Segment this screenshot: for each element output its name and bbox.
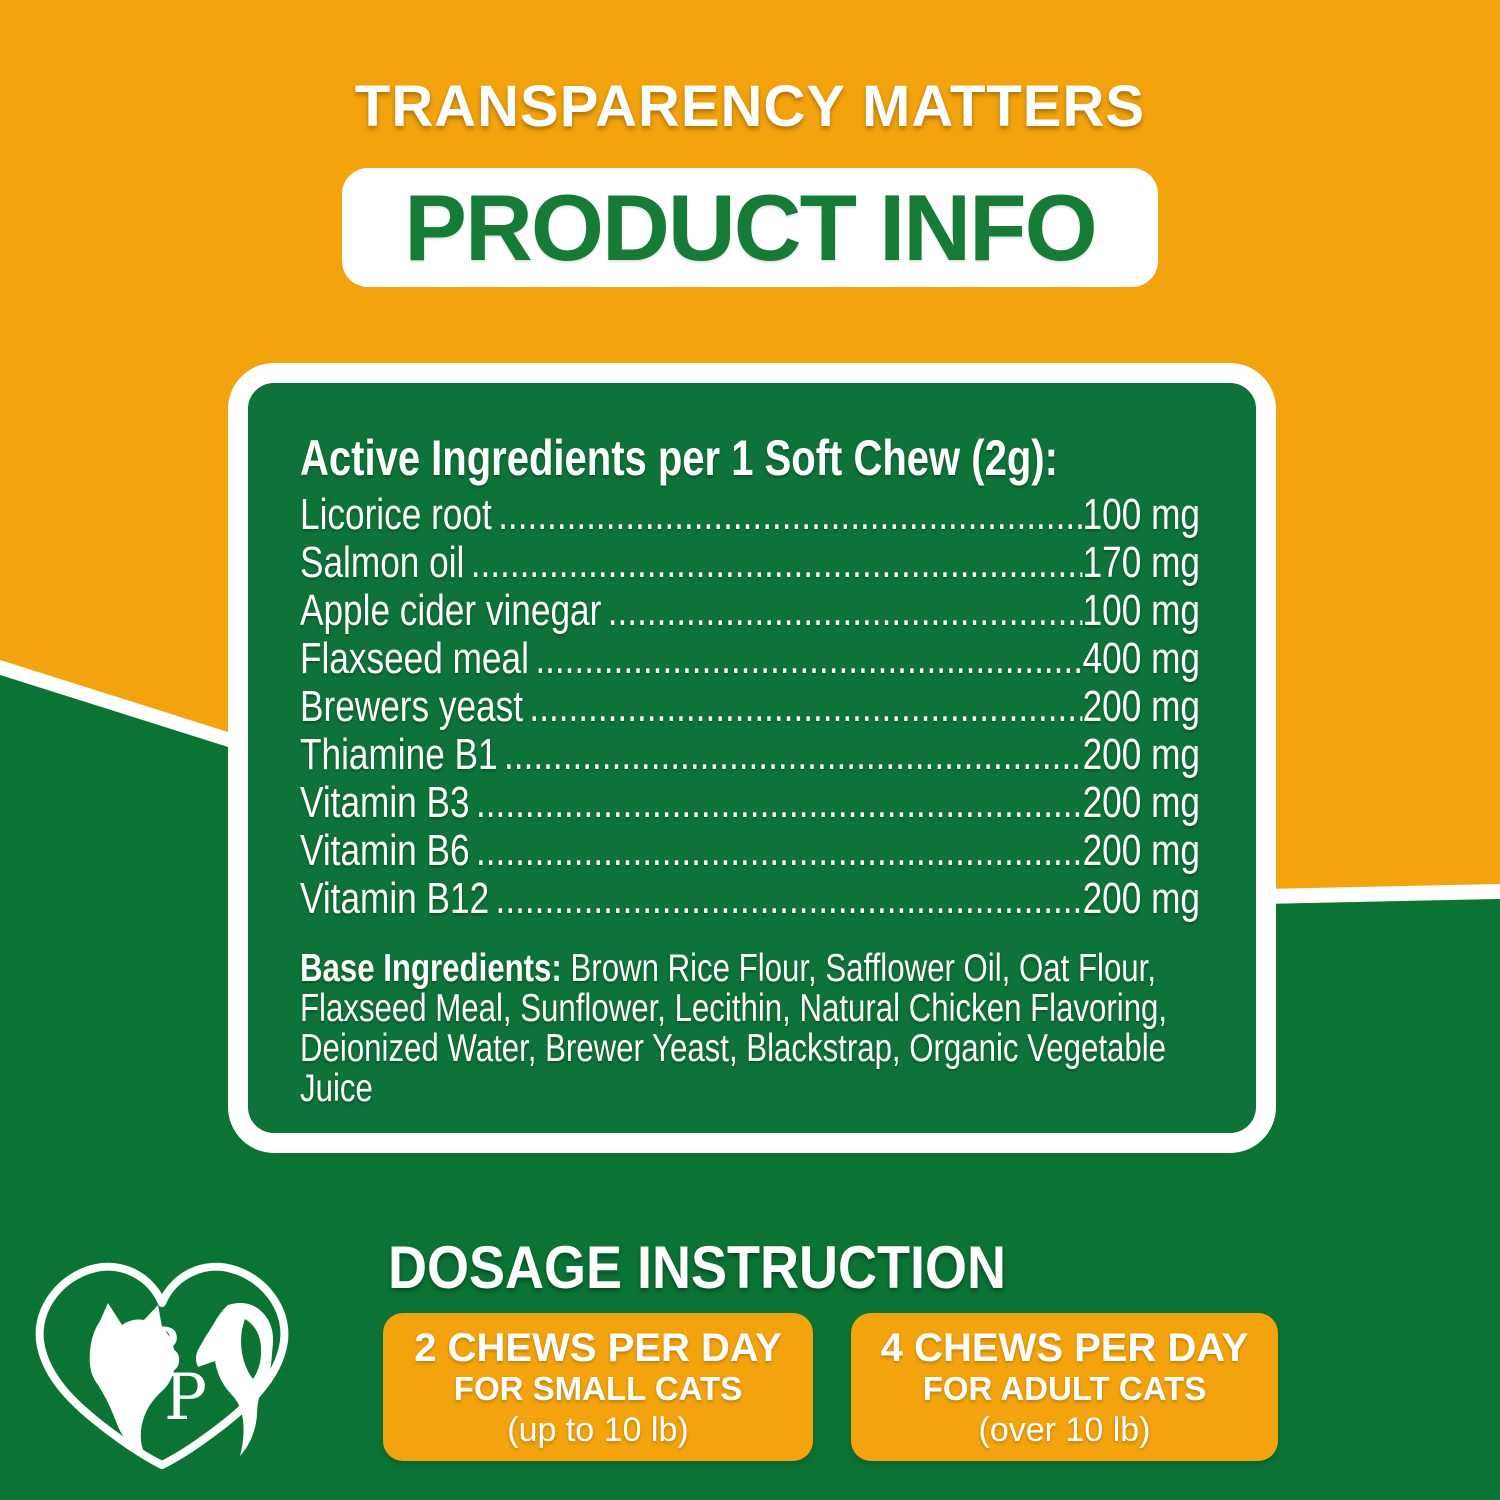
ingredient-amount: 200 mg — [1082, 682, 1200, 731]
dotted-leader — [471, 539, 1083, 587]
dosage-amount: 4 CHEWS PER DAY — [880, 1325, 1249, 1370]
ingredient-amount: 200 mg — [1082, 874, 1200, 923]
dotted-leader — [529, 683, 1082, 731]
monogram-letter-b: B — [136, 1315, 183, 1389]
brand-heart-logo: B P — [35, 1262, 289, 1469]
ingredient-name: Vitamin B3 — [300, 778, 470, 827]
ingredient-amount: 400 mg — [1082, 634, 1200, 683]
dotted-leader — [498, 491, 1082, 539]
monogram-letter-p: P — [164, 1361, 207, 1435]
dotted-leader — [496, 875, 1083, 923]
cat-silhouette-icon — [89, 1303, 176, 1455]
ingredient-row: Brewers yeast 200 mg — [300, 683, 1200, 731]
ingredient-amount: 100 mg — [1082, 586, 1200, 635]
ingredient-row: Flaxseed meal 400 mg — [300, 635, 1200, 683]
ingredient-amount: 200 mg — [1082, 826, 1200, 875]
heart-outline-icon — [35, 1262, 289, 1469]
ingredient-name: Salmon oil — [300, 538, 465, 587]
active-ingredients-panel: Active Ingredients per 1 Soft Chew (2g):… — [228, 363, 1276, 1153]
active-ingredients-heading: Active Ingredients per 1 Soft Chew (2g): — [300, 430, 1058, 486]
ingredient-amount: 200 mg — [1082, 778, 1200, 827]
ingredient-row: Vitamin B3 200 mg — [300, 779, 1200, 827]
ingredient-name: Vitamin B12 — [300, 874, 490, 923]
ingredient-name: Flaxseed meal — [300, 634, 529, 683]
ingredient-amount: 100 mg — [1082, 490, 1200, 539]
base-ingredients-text: Brown Rice Flour, Safflower Oil, Oat Flo… — [300, 947, 1168, 1110]
dotted-leader — [476, 827, 1083, 875]
dosage-weight-range: (up to 10 lb) — [507, 1410, 689, 1449]
ingredient-row: Vitamin B12 200 mg — [300, 875, 1200, 923]
page-title: PRODUCT INFO — [404, 174, 1097, 280]
base-ingredients-label: Base Ingredients: — [300, 947, 562, 990]
dotted-leader — [476, 779, 1083, 827]
dosage-box-adult-cats: 4 CHEWS PER DAY FOR ADULT CATS (over 10 … — [851, 1313, 1278, 1461]
base-ingredients-paragraph: Base Ingredients: Brown Rice Flour, Saff… — [300, 949, 1200, 1109]
ingredient-name: Licorice root — [300, 490, 492, 539]
dosage-weight-range: (over 10 lb) — [978, 1410, 1151, 1449]
ingredient-amount: 170 mg — [1082, 538, 1200, 587]
dotted-leader — [535, 635, 1082, 683]
ingredient-row: Licorice root 100 mg — [300, 491, 1200, 539]
ingredient-name: Brewers yeast — [300, 682, 524, 731]
dotted-leader — [504, 731, 1083, 779]
dosage-heading: DOSAGE INSTRUCTION — [388, 1234, 1007, 1301]
dosage-audience: FOR SMALL CATS — [453, 1369, 743, 1407]
ingredient-name: Vitamin B6 — [300, 826, 470, 875]
ingredients-list: Licorice root 100 mg Salmon oil 170 mg A… — [300, 491, 1200, 923]
dosage-box-small-cats: 2 CHEWS PER DAY FOR SMALL CATS (up to 10… — [383, 1313, 813, 1461]
ingredient-row: Apple cider vinegar 100 mg — [300, 587, 1200, 635]
ingredient-row: Thiamine B1 200 mg — [300, 731, 1200, 779]
ingredient-row: Salmon oil 170 mg — [300, 539, 1200, 587]
dosage-amount: 2 CHEWS PER DAY — [414, 1325, 782, 1370]
title-box: PRODUCT INFO — [342, 168, 1158, 287]
dotted-leader — [608, 587, 1083, 635]
tagline: TRANSPARENCY MATTERS — [354, 74, 1146, 139]
dosage-audience: FOR ADULT CATS — [922, 1369, 1207, 1407]
ingredient-name: Apple cider vinegar — [300, 586, 602, 635]
ingredient-name: Thiamine B1 — [300, 730, 498, 779]
ingredient-amount: 200 mg — [1082, 730, 1200, 779]
ingredient-row: Vitamin B6 200 mg — [300, 827, 1200, 875]
dog-ear-icon — [241, 1319, 262, 1379]
